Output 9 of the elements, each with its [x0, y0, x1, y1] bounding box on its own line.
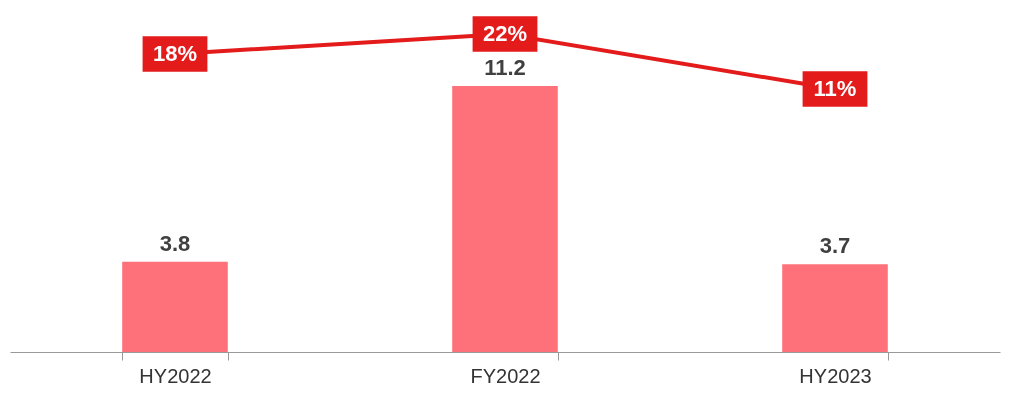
data-label: 11%	[813, 76, 857, 101]
data-label: 22%	[482, 21, 528, 46]
data-label: 3.7	[819, 233, 851, 259]
x-tick-label: HY2022	[139, 364, 212, 387]
data-label: 11.2	[484, 55, 526, 80]
x-tick-label: HY2023	[799, 364, 872, 387]
data-label: 18%	[152, 41, 198, 66]
x-tick-label: FY2022	[470, 364, 541, 387]
data-label: 3.8	[159, 230, 191, 256]
